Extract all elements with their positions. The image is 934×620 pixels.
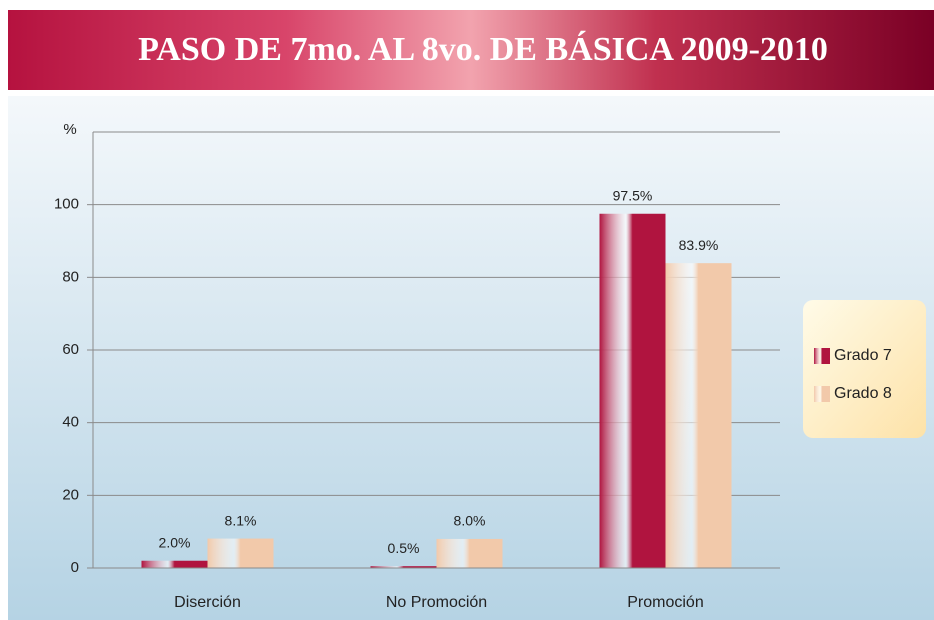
title-banner [8,10,934,90]
legend-label: Grado 7 [834,347,892,364]
y-tick-label: 0 [71,559,79,576]
legend-swatch [814,386,830,402]
value-label: 97.5% [613,187,653,203]
bar [665,263,732,568]
y-tick-label: 60 [62,341,79,358]
bar [599,213,666,568]
bar [436,538,503,568]
y-tick-label: 100 [54,196,79,213]
value-label: 2.0% [159,534,191,550]
y-tick-label: 40 [62,414,79,431]
background [8,96,934,620]
value-label: 0.5% [388,540,420,556]
x-tick-label: Diserción [174,594,241,611]
y-axis-label: % [63,121,76,138]
legend-swatch [814,348,830,364]
bar [370,566,437,568]
bar [207,538,274,568]
x-tick-label: No Promoción [386,594,487,611]
y-tick-label: 80 [62,268,79,285]
value-label: 8.1% [225,512,257,528]
legend-label: Grado 8 [834,385,892,402]
value-label: 8.0% [454,513,486,529]
x-tick-label: Promoción [627,594,703,611]
y-tick-label: 20 [62,486,79,503]
chart-title: PASO DE 7mo. AL 8vo. DE BÁSICA 2009-2010 [138,31,828,68]
legend-box [803,300,926,438]
value-label: 83.9% [679,237,719,253]
bar [141,560,208,568]
